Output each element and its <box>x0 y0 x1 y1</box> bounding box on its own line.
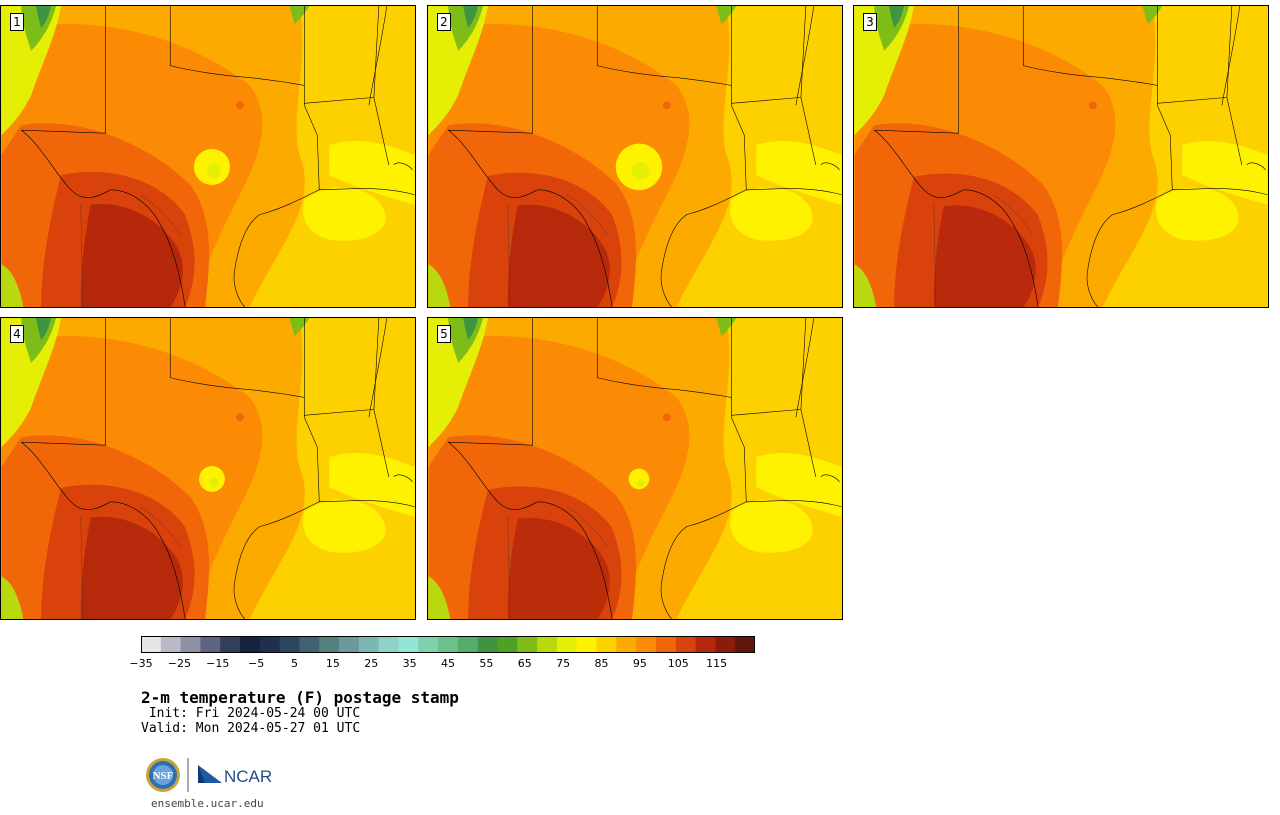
postage-stamp-map-5: 5 <box>427 317 843 620</box>
valid-time: Valid: Mon 2024-05-27 01 UTC <box>141 721 361 736</box>
colorbar-swatch <box>655 636 677 653</box>
colorbar-swatch <box>319 636 340 653</box>
colorbar-tick-labels: −35 −25 −15 −5 5 15 25 35 45 55 65 75 85 95 105 115 <box>129 657 755 671</box>
colorbar-swatch <box>220 636 241 653</box>
colorbar-swatch <box>438 636 459 653</box>
colorbar-tick-label: 115 <box>706 657 728 670</box>
colorbar-swatch <box>715 636 736 653</box>
ncar-logo-icon: NCAR <box>198 765 272 786</box>
map-canvas-5 <box>428 318 842 619</box>
colorbar-swatch <box>735 636 755 653</box>
nsf-logo-icon: NSF <box>146 758 180 792</box>
colorbar-swatch <box>576 636 598 653</box>
colorbar-tick-label: 95 <box>632 657 647 670</box>
colorbar-tick-label: 35 <box>402 657 417 670</box>
map-canvas-2 <box>428 6 842 307</box>
colorbar-tick-label: −15 <box>206 657 230 670</box>
member-number-label: 5 <box>437 325 451 343</box>
colorbar-swatch <box>398 636 419 653</box>
website-url: ensemble.ucar.edu <box>151 797 264 810</box>
colorbar-swatch <box>358 636 380 653</box>
colorbar-tick-label: −35 <box>129 657 153 670</box>
member-number-label: 4 <box>10 325 24 343</box>
colorbar-swatch <box>299 636 320 653</box>
colorbar-swatch <box>259 636 281 653</box>
colorbar-swatch <box>497 636 518 653</box>
colorbar-swatch <box>457 636 479 653</box>
colorbar-tick-label: 85 <box>594 657 609 670</box>
postage-stamp-map-4: 4 <box>0 317 416 620</box>
colorbar-swatch <box>517 636 538 653</box>
temperature-colorbar <box>141 636 755 653</box>
colorbar-swatch <box>556 636 578 653</box>
map-canvas-3 <box>854 6 1268 307</box>
colorbar-swatch <box>141 636 162 653</box>
map-canvas-1 <box>1 6 415 307</box>
colorbar-swatch <box>537 636 558 653</box>
colorbar-swatch <box>418 636 439 653</box>
colorbar-swatch <box>695 636 716 653</box>
colorbar-swatch <box>636 636 657 653</box>
ncar-logo-text: NCAR <box>224 767 272 786</box>
colorbar-tick-label: −5 <box>248 657 265 670</box>
colorbar-tick-label: 105 <box>667 657 689 670</box>
colorbar-swatch <box>279 636 300 653</box>
map-canvas-4 <box>1 318 415 619</box>
colorbar-swatch <box>616 636 637 653</box>
colorbar-tick-label: 55 <box>479 657 494 670</box>
colorbar-swatch <box>180 636 201 653</box>
postage-stamp-map-3: 3 <box>853 5 1269 308</box>
colorbar-swatch <box>675 636 697 653</box>
member-number-label: 3 <box>863 13 877 31</box>
colorbar-swatch <box>160 636 182 653</box>
colorbar-tick-label: 5 <box>291 657 298 670</box>
colorbar-swatch <box>200 636 221 653</box>
nsf-logo-text: NSF <box>153 770 174 782</box>
init-time: Init: Fri 2024-05-24 00 UTC <box>141 706 361 721</box>
postage-stamp-map-2: 2 <box>427 5 843 308</box>
colorbar-tick-label: 25 <box>364 657 379 670</box>
colorbar-swatch <box>378 636 399 653</box>
colorbar-tick-label: 75 <box>556 657 571 670</box>
colorbar-tick-label: 65 <box>517 657 532 670</box>
colorbar-swatch <box>339 636 360 653</box>
plot-title: 2-m temperature (F) postage stamp <box>141 688 459 707</box>
colorbar-swatch <box>240 636 261 653</box>
member-number-label: 2 <box>437 13 451 31</box>
colorbar-tick-label: 15 <box>325 657 340 670</box>
postage-stamp-map-1: 1 <box>0 5 416 308</box>
member-number-label: 1 <box>10 13 24 31</box>
logos: NSF NCAR <box>145 756 275 794</box>
colorbar-tick-label: 45 <box>441 657 455 670</box>
colorbar-swatch <box>596 636 617 653</box>
colorbar-tick-label: −25 <box>167 657 191 670</box>
colorbar-swatch <box>477 636 499 653</box>
